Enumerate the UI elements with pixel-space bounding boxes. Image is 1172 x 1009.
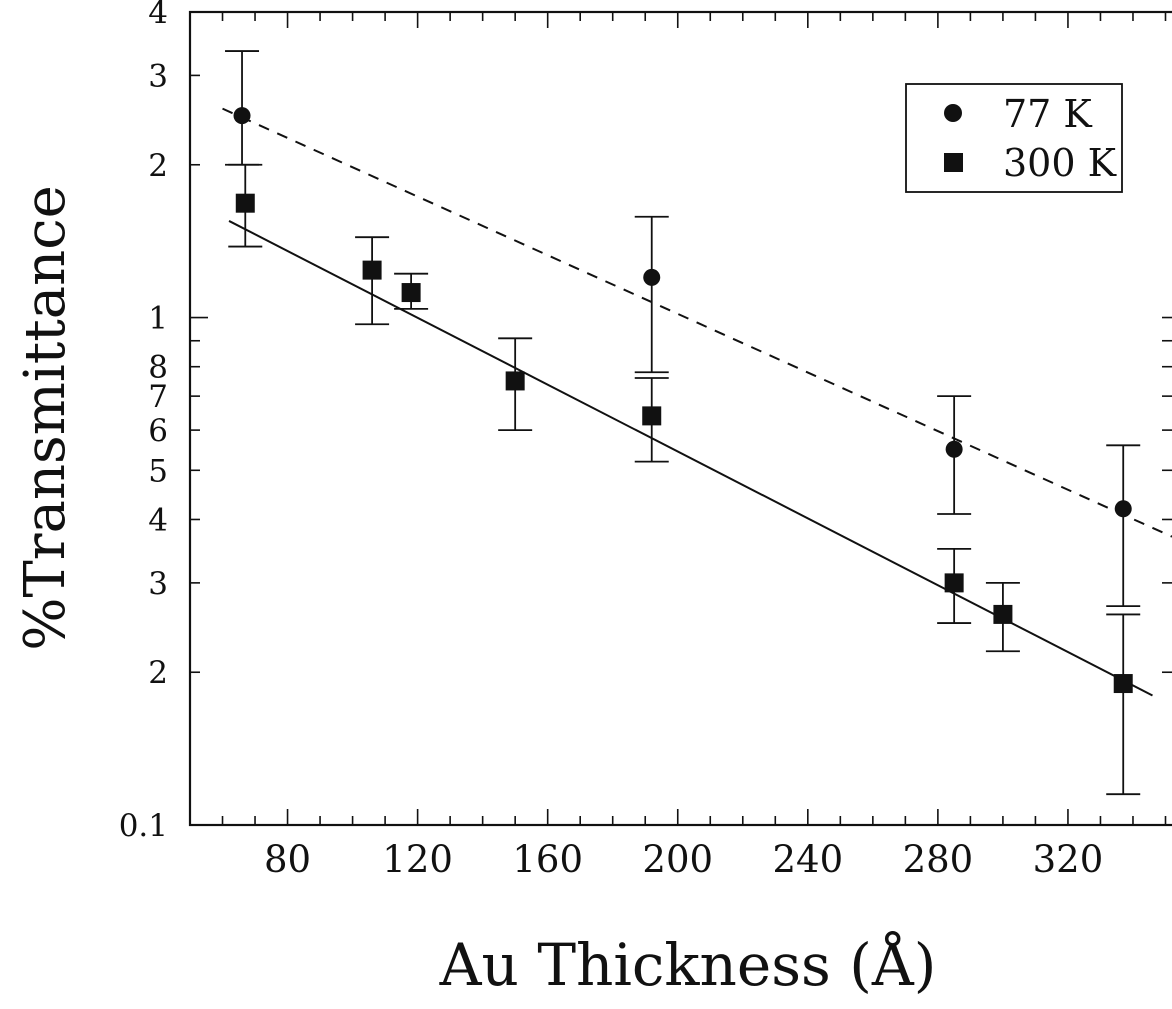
- y-tick-label: 3: [148, 566, 168, 602]
- x-tick-label: 320: [1033, 838, 1104, 881]
- legend-label-77k: 77 K: [1003, 92, 1092, 136]
- y-tick-label: 6: [148, 413, 168, 449]
- legend: 77 K 300 K: [905, 83, 1123, 193]
- data-point-circle: [643, 268, 661, 286]
- x-tick-label: 200: [642, 838, 713, 881]
- data-point-circle: [945, 440, 963, 458]
- legend-square-marker: [944, 153, 963, 172]
- y-tick-label: 4: [148, 0, 168, 31]
- data-point-square: [993, 604, 1013, 624]
- legend-box: [905, 83, 1123, 193]
- legend-circle-marker: [944, 104, 962, 122]
- y-tick-label: 2: [148, 655, 168, 691]
- x-tick-label: 160: [512, 838, 583, 881]
- x-tick-label: 120: [382, 838, 453, 881]
- fit-lines: [222, 107, 1172, 697]
- data-point-circle: [233, 107, 251, 125]
- data-points: [225, 50, 1141, 796]
- axis-ticks: 80 120 160 200 240 280 320 0.1 2 3 4 5 678 1 2 3 4: [119, 0, 1172, 881]
- y-tick-label: 4: [148, 502, 168, 538]
- x-tick-label: 280: [903, 838, 974, 881]
- y-tick-label: 5: [148, 453, 168, 489]
- data-point-square: [1113, 674, 1133, 694]
- y-axis-title: %Transmittance: [13, 185, 78, 651]
- y-tick-label: 8: [148, 350, 168, 386]
- data-point-square: [235, 193, 255, 213]
- x-tick-label: 240: [773, 838, 844, 881]
- legend-label-300k: 300 K: [1003, 141, 1117, 185]
- x-tick-label: 80: [264, 838, 311, 881]
- y-tick-label: 2: [148, 148, 168, 184]
- fit-line-300k: [228, 220, 1153, 697]
- data-point-square: [401, 283, 421, 303]
- y-tick-label: 1: [148, 301, 168, 337]
- y-tick-label: 3: [148, 58, 168, 94]
- plot-frame: [188, 10, 1172, 827]
- y-tick-label: 0.1: [119, 808, 168, 844]
- x-axis-title: Au Thickness (Å): [439, 931, 937, 999]
- y-tick-label: 7: [148, 379, 168, 415]
- data-point-circle: [1114, 500, 1132, 518]
- data-point-square: [642, 406, 662, 426]
- fit-line-77k: [222, 107, 1172, 538]
- data-point-square: [944, 573, 964, 593]
- data-point-square: [362, 260, 382, 280]
- data-point-square: [505, 371, 525, 391]
